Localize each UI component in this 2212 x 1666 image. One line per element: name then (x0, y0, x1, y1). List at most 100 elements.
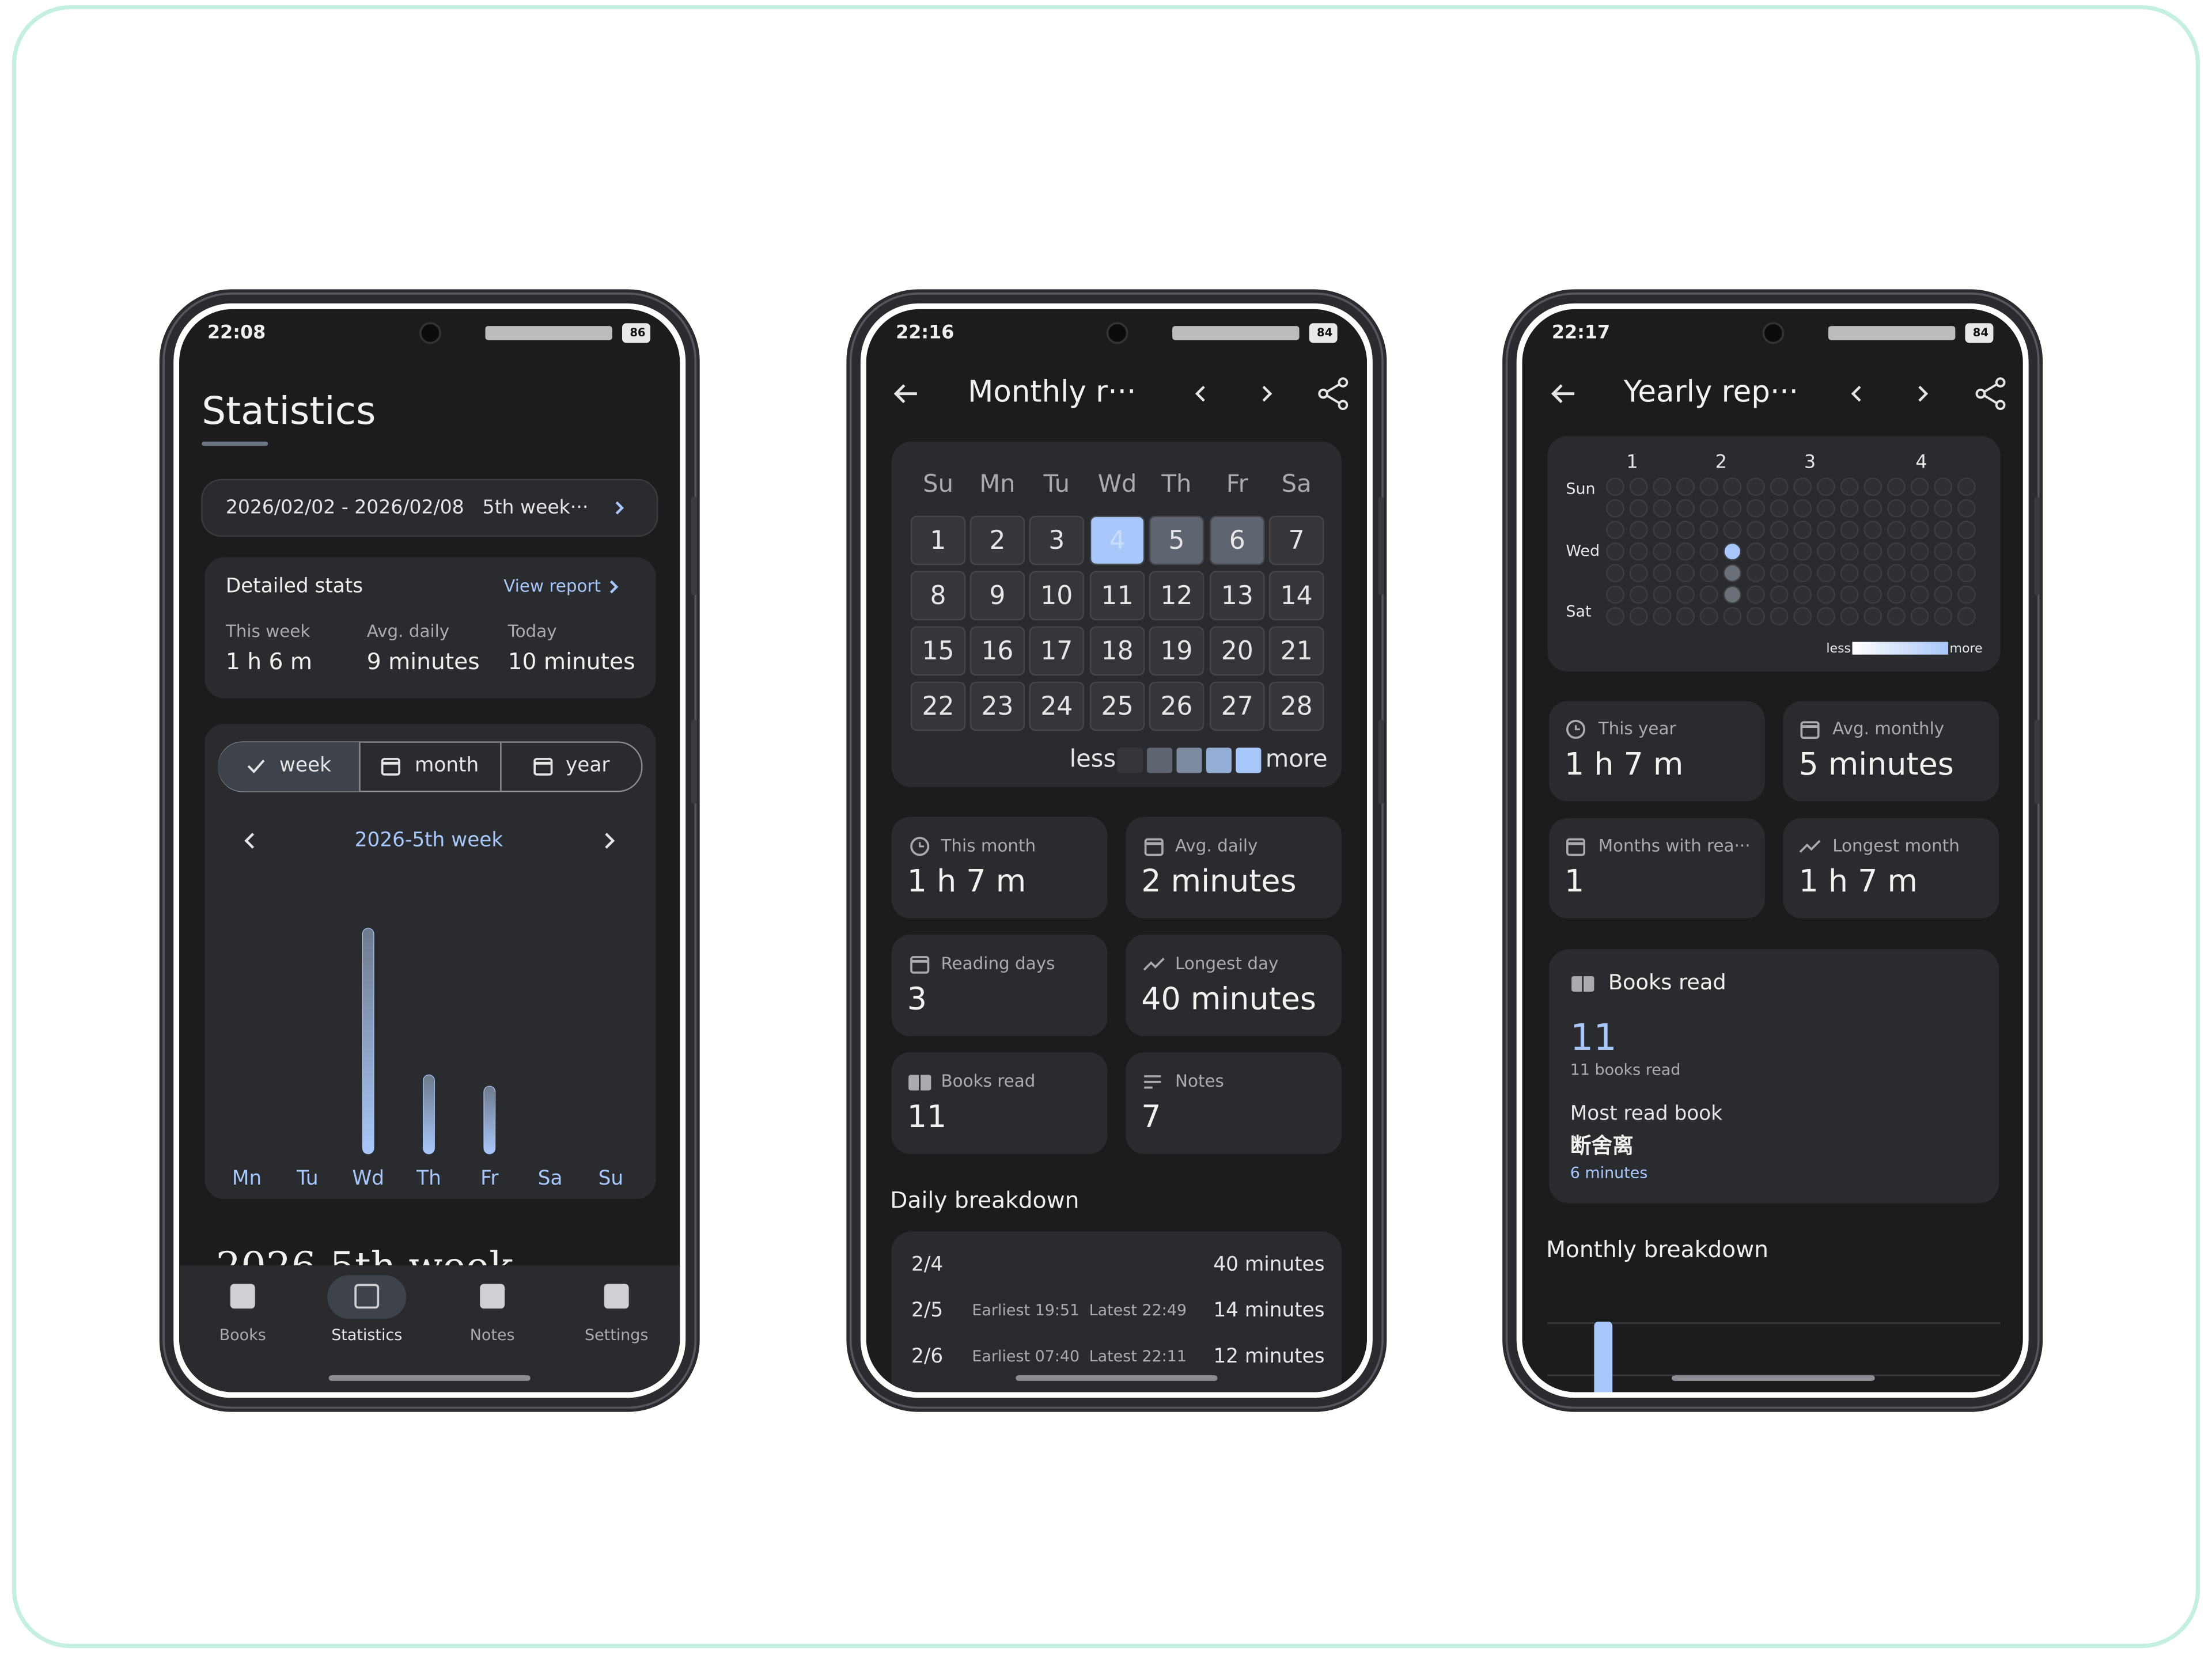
day-cell[interactable] (1089, 626, 1145, 676)
tab-label[interactable]: week (279, 754, 331, 777)
day-cell[interactable] (1089, 515, 1145, 566)
weekday: Fr (1226, 469, 1249, 498)
share-dot[interactable] (1318, 388, 1328, 399)
day-cell[interactable] (910, 571, 966, 621)
day-number: 14 (1281, 581, 1313, 610)
stat-value: 3 (907, 981, 927, 1017)
most-read-time: 6 minutes (1570, 1164, 1648, 1182)
stat-label: Avg. daily (1175, 836, 1257, 855)
day-cell[interactable] (1089, 681, 1145, 731)
back-button[interactable] (1551, 384, 1575, 404)
icon-calendar (1144, 838, 1164, 856)
view-report[interactable]: View report (503, 576, 601, 596)
nav-icon[interactable] (354, 1284, 380, 1309)
nav-label[interactable]: Settings (585, 1326, 648, 1344)
nav-label[interactable]: Notes (470, 1326, 515, 1344)
tab-selected[interactable] (218, 742, 360, 792)
prev-year[interactable] (1851, 385, 1861, 402)
day-cell[interactable] (1268, 571, 1324, 621)
heatmap-cell (1676, 607, 1695, 626)
heatmap-cell (1863, 607, 1883, 626)
share-dot[interactable] (1995, 377, 2006, 388)
day-cell[interactable] (1149, 571, 1205, 621)
day-cell[interactable] (1210, 515, 1265, 566)
day-cell[interactable] (910, 626, 966, 676)
heatmap-cell (1699, 477, 1718, 496)
day-cell[interactable] (1149, 681, 1205, 731)
tab-label[interactable]: year (566, 754, 610, 777)
bottom-nav (179, 1265, 680, 1392)
stat-card (1548, 701, 1765, 802)
nav-label[interactable]: Statistics (331, 1326, 402, 1344)
period-next[interactable] (605, 833, 615, 849)
day-cell[interactable] (969, 626, 1025, 676)
heatmap-cell (1629, 521, 1648, 540)
next-year[interactable] (1918, 385, 1929, 402)
range-chevron[interactable] (615, 501, 624, 515)
breakdown-total: 14 minutes (1213, 1299, 1324, 1322)
stat-label: Avg. daily (367, 621, 449, 641)
day-cell[interactable] (1210, 571, 1265, 621)
share-dot[interactable] (1338, 377, 1349, 388)
bar (423, 1074, 435, 1155)
prev-month[interactable] (1195, 385, 1205, 402)
day-cell[interactable] (1029, 626, 1085, 676)
tab-label[interactable]: month (415, 754, 479, 777)
share-lines[interactable] (1983, 382, 1998, 405)
stat-label: Months with rea··· (1599, 836, 1751, 855)
breakdown-earliest: Earliest 19:51 (972, 1301, 1080, 1319)
day-cell[interactable] (1029, 571, 1085, 621)
day-cell[interactable] (1268, 681, 1324, 731)
legend-less: less (1070, 744, 1116, 772)
heatmap-cell (1863, 499, 1883, 518)
day-cell[interactable] (1089, 571, 1145, 621)
heatmap-cell (1793, 585, 1812, 604)
range-selector[interactable] (200, 479, 658, 537)
day-cell[interactable] (1210, 681, 1265, 731)
day-number: 9 (989, 581, 1005, 610)
most-read-book: 断舍离 (1570, 1133, 1634, 1158)
heatmap-cell (1817, 607, 1835, 626)
day-cell[interactable] (1029, 515, 1085, 566)
nav-label[interactable]: Books (219, 1326, 266, 1344)
day-cell[interactable] (1268, 626, 1324, 676)
day-cell[interactable] (969, 515, 1025, 566)
heatmap-cell (1957, 499, 1976, 518)
share-dot[interactable] (1338, 400, 1349, 411)
next-month[interactable] (1262, 385, 1272, 402)
nav-icon[interactable] (604, 1284, 629, 1309)
heatmap-cell (1629, 477, 1648, 496)
nav-icon[interactable] (480, 1284, 505, 1309)
side-button (2034, 719, 2040, 804)
day-number: 25 (1101, 692, 1134, 721)
heatmap-cell (1699, 585, 1718, 604)
share-dot[interactable] (1975, 388, 1986, 399)
tab-check (247, 760, 265, 773)
heatmap-cell (1747, 585, 1765, 604)
x-tick-label: Su (599, 1167, 623, 1190)
nav-icon[interactable] (230, 1284, 255, 1309)
day-cell[interactable] (1268, 515, 1324, 566)
day-cell[interactable] (1029, 681, 1085, 731)
row-label: Sun (1566, 480, 1595, 498)
day-cell[interactable] (969, 681, 1025, 731)
month-label: 4 (1915, 451, 1927, 473)
day-cell[interactable] (1149, 515, 1205, 566)
heatmap-cell (1934, 521, 1953, 540)
back-button[interactable] (893, 384, 917, 404)
heatmap-cell (1770, 521, 1789, 540)
period-prev[interactable] (244, 833, 255, 849)
legend-more: more (1266, 744, 1328, 772)
share-lines[interactable] (1325, 382, 1341, 405)
day-cell[interactable] (1210, 626, 1265, 676)
view-report-chevron[interactable] (609, 580, 619, 594)
breakdown-date: 2/6 (911, 1345, 943, 1368)
legend-swatch (1206, 747, 1232, 773)
day-cell[interactable] (1149, 626, 1205, 676)
x-tick-label: Th (416, 1167, 441, 1190)
share-dot[interactable] (1995, 400, 2006, 411)
day-cell[interactable] (969, 571, 1025, 621)
books-card (1548, 949, 1999, 1204)
day-cell[interactable] (910, 681, 966, 731)
day-cell[interactable] (910, 515, 966, 566)
